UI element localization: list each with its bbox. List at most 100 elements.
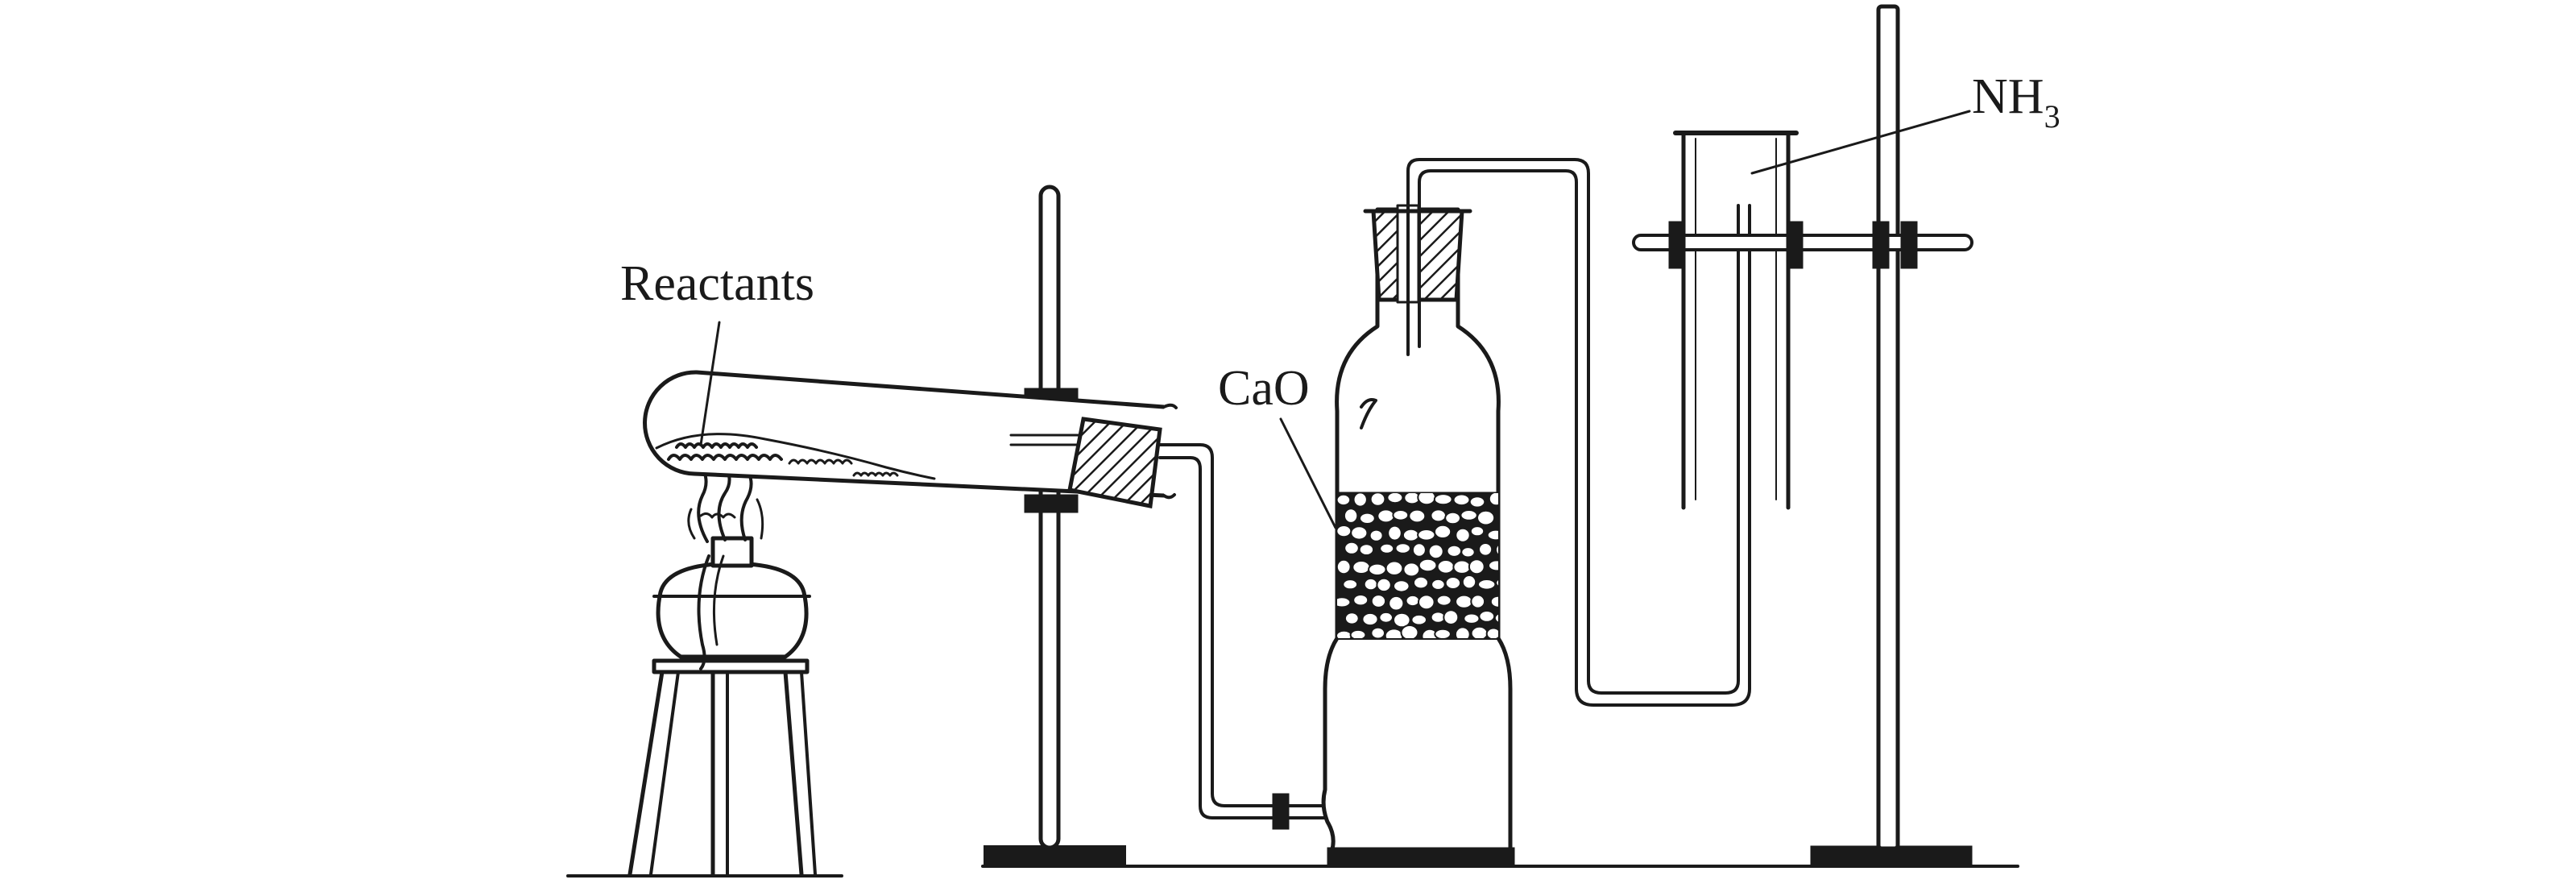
cao-granule — [1376, 577, 1392, 593]
drying-bottle — [1321, 207, 1515, 866]
cao-granule — [1489, 595, 1498, 608]
reactants-label: Reactants — [620, 256, 814, 311]
cao-granules — [1337, 493, 1498, 638]
cao-granule — [1488, 559, 1498, 572]
cao-granule — [1393, 612, 1411, 629]
cao-granule — [1386, 493, 1404, 504]
cao-granule — [1443, 609, 1460, 625]
cao-granule — [1369, 493, 1386, 507]
cao-granule — [1337, 558, 1352, 575]
cao-granule — [1370, 626, 1385, 638]
cao-granule — [1337, 525, 1352, 538]
cao-granule — [1446, 544, 1463, 558]
cao-granule — [1363, 577, 1378, 591]
cao-granule — [1413, 575, 1429, 590]
cao-label: CaO — [1218, 361, 1310, 416]
cao-granule — [1435, 594, 1452, 607]
cao-granule — [1411, 542, 1427, 558]
cao-granule — [1460, 509, 1478, 521]
cao-granule — [1350, 525, 1369, 541]
collecting-tube — [1673, 131, 1799, 510]
retort-stand-right — [1632, 4, 1973, 866]
cao-granule — [1337, 493, 1352, 507]
flame — [687, 466, 764, 543]
retort-stand-left — [984, 185, 1126, 866]
reaction-test-tube — [643, 370, 1178, 508]
cao-granule — [1444, 576, 1462, 590]
cao-granule — [1400, 624, 1419, 638]
cao-granule — [1377, 508, 1395, 524]
cao-granule — [1430, 508, 1447, 523]
cao-granule — [1392, 509, 1410, 521]
cao-granule — [1433, 493, 1453, 506]
cao-granule — [1431, 578, 1446, 591]
cao-granule — [1495, 543, 1498, 556]
delivery-tube-1 — [1158, 443, 1327, 830]
cao-granule — [1352, 493, 1368, 508]
burner-stand — [627, 658, 817, 877]
cao-granule — [1370, 594, 1387, 608]
cao-granule — [1388, 595, 1405, 612]
cao-granule — [1463, 612, 1481, 624]
nh3-label-subscript: 3 — [2044, 98, 2060, 135]
cao-granule — [1358, 543, 1375, 556]
cao-granule — [1379, 542, 1395, 554]
delivery-tube-2 — [1406, 158, 1751, 707]
cao-granule — [1393, 579, 1410, 593]
cao-granule — [1385, 560, 1404, 576]
cao-granule — [1476, 509, 1496, 526]
cao-granule — [1368, 562, 1387, 576]
bench-line — [566, 865, 2019, 877]
cao-granule — [1434, 628, 1452, 638]
cao-granule — [1454, 626, 1471, 638]
cao-granule — [1478, 542, 1493, 557]
cao-granule — [1469, 525, 1485, 537]
cao-granule — [1427, 543, 1444, 560]
cao-granule — [1361, 612, 1379, 627]
cao-granule — [1455, 527, 1471, 543]
cao-granule — [1470, 625, 1489, 638]
nh3-label-main: NH — [1972, 69, 2044, 124]
cao-granule — [1344, 541, 1360, 555]
nh3-label: NH3 — [1972, 69, 2060, 135]
cao-granule — [1343, 508, 1359, 524]
cao-granule — [1394, 542, 1411, 554]
cao-granule — [1477, 579, 1497, 591]
cao-granule — [1349, 629, 1367, 638]
cao-granule — [1452, 559, 1472, 575]
cao-granule — [1497, 514, 1498, 522]
cao-granule — [1342, 579, 1359, 591]
cao-granule — [1495, 578, 1498, 587]
cao-granule — [1359, 512, 1376, 525]
cao-granule — [1352, 560, 1371, 575]
cao-granule — [1378, 611, 1394, 624]
cao-granule — [1410, 613, 1427, 626]
reactants-leader — [699, 321, 721, 446]
cao-granule — [1369, 529, 1384, 542]
cao-granule — [1418, 558, 1438, 573]
cao-granule — [1493, 612, 1498, 624]
cao-granule — [1337, 596, 1352, 608]
test-tube-stopper — [1067, 417, 1162, 508]
cao-granule — [1478, 610, 1496, 623]
cao-granule — [1408, 508, 1427, 524]
cao-granule — [1344, 612, 1360, 625]
cao-leader — [1279, 417, 1337, 529]
cao-granule — [1468, 496, 1486, 508]
cao-granule — [1402, 528, 1420, 542]
cao-granule — [1461, 575, 1477, 590]
cao-granule — [1444, 511, 1461, 525]
cao-granule — [1485, 627, 1498, 638]
cao-granule — [1436, 559, 1456, 575]
cao-granule — [1486, 529, 1498, 541]
cao-granule — [1402, 562, 1421, 578]
cao-granule — [1488, 493, 1498, 507]
cao-granule — [1387, 525, 1402, 541]
cao-granule — [1460, 546, 1476, 558]
cao-granule — [1434, 524, 1452, 540]
leader-lines — [699, 110, 1971, 529]
cao-granule — [1405, 594, 1421, 608]
cao-granule — [1455, 594, 1473, 609]
cao-granule — [1418, 594, 1435, 611]
